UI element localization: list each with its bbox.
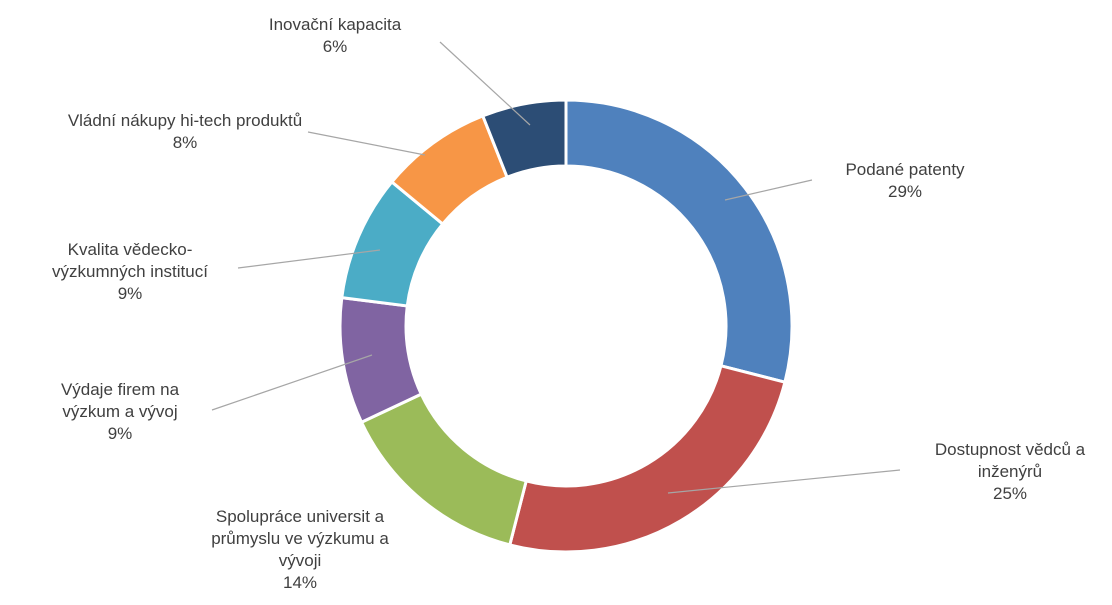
slice-label: Inovační kapacita 6% [240, 14, 430, 58]
slice-label: Výdaje firem na výzkum a vývoj 9% [33, 379, 208, 445]
category-label: Inovační kapacita [268, 15, 402, 34]
value-label: 9% [117, 284, 143, 303]
category-label: Spolupráce universit a průmyslu ve výzku… [211, 507, 389, 570]
category-label: Výdaje firem na výzkum a vývoj [60, 380, 180, 421]
donut-slice [507, 363, 787, 554]
category-label: Podané patenty [845, 160, 965, 179]
value-label: 6% [322, 37, 348, 56]
leader-line [307, 131, 426, 156]
value-label: 29% [887, 182, 923, 201]
leader-line [237, 249, 381, 269]
donut-slice [480, 98, 568, 180]
slice-label: Kvalita vědecko-výzkumných institucí 9% [28, 239, 233, 305]
value-label: 14% [282, 573, 318, 592]
category-label: Dostupnost vědců a inženýrů [934, 440, 1086, 481]
category-label: Vládní nákupy hi-tech produktů [67, 111, 303, 130]
value-label: 8% [172, 133, 198, 152]
slice-label: Podané patenty 29% [815, 159, 995, 203]
category-label: Kvalita vědecko-výzkumných institucí [52, 240, 208, 281]
leader-line [211, 354, 373, 411]
slice-label: Dostupnost vědců a inženýrů 25% [903, 439, 1112, 505]
value-label: 25% [992, 484, 1028, 503]
leader-line [439, 41, 531, 126]
slice-label: Spolupráce universit a průmyslu ve výzku… [193, 506, 408, 594]
donut-slice [564, 98, 794, 385]
leader-line [667, 469, 901, 494]
slice-label: Vládní nákupy hi-tech produktů 8% [63, 110, 308, 154]
value-label: 9% [107, 424, 133, 443]
leader-line [724, 179, 813, 201]
